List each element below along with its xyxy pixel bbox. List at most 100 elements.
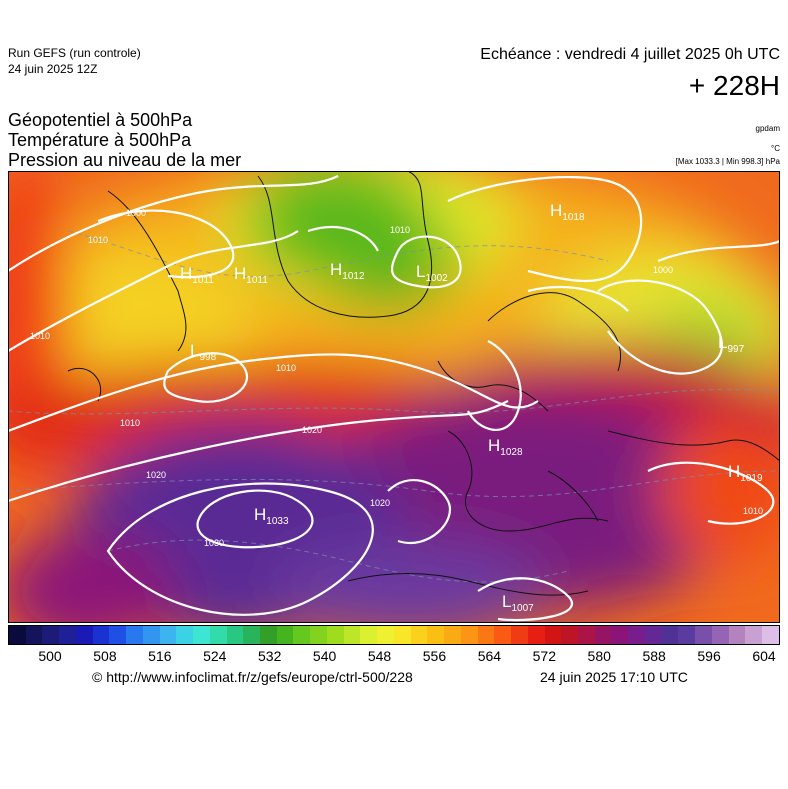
color-scale-swatch bbox=[661, 626, 679, 644]
color-scale-swatch bbox=[75, 626, 93, 644]
title-geopotential: Géopotentiel à 500hPa bbox=[8, 110, 193, 130]
high-pressure-center: H1011 bbox=[180, 264, 214, 286]
high-pressure-center: H1033 bbox=[254, 505, 289, 527]
isobar-label: 1010 bbox=[88, 235, 108, 245]
color-scale-swatch bbox=[393, 626, 411, 644]
color-scale-tick: 548 bbox=[367, 648, 392, 664]
color-scale-tick: 500 bbox=[38, 648, 62, 664]
color-scale-swatch bbox=[126, 626, 143, 644]
run-date: 24 juin 2025 12Z bbox=[8, 62, 98, 76]
isobar-label: 1020 bbox=[146, 470, 166, 480]
weather-map: 1000 1010 1010 1010 1010 1010 1020 1020 … bbox=[8, 171, 780, 623]
color-scale-swatch bbox=[611, 626, 629, 644]
color-scale-swatch bbox=[628, 626, 645, 644]
unit-gpdam: gpdam bbox=[755, 124, 780, 133]
title-temperature: Température à 500hPa bbox=[8, 130, 192, 150]
color-scale-swatch bbox=[9, 626, 26, 644]
color-scale-swatch bbox=[176, 626, 194, 644]
color-scale-swatch bbox=[25, 626, 43, 644]
color-scale-swatch bbox=[594, 626, 612, 644]
pressure-centers: H1018 H1011 H1011 H1012 L1002 L998 L997 … bbox=[180, 201, 763, 614]
lead-time: + 228H bbox=[688, 70, 780, 101]
coastlines bbox=[67, 171, 780, 596]
isobars bbox=[8, 175, 780, 622]
color-scale-swatch bbox=[695, 626, 712, 644]
color-scale-swatch bbox=[561, 626, 578, 644]
low-pressure-center: L1002 bbox=[416, 262, 448, 284]
high-pressure-center: H1018 bbox=[550, 201, 585, 223]
color-scale-tick: 516 bbox=[148, 648, 172, 664]
color-scale-tick: 564 bbox=[477, 648, 502, 664]
color-scale-swatch bbox=[209, 626, 227, 644]
low-pressure-center: L997 bbox=[718, 333, 745, 355]
high-pressure-center: H1011 bbox=[234, 264, 268, 286]
color-scale-tick: 556 bbox=[422, 648, 447, 664]
color-scale-swatch bbox=[728, 626, 746, 644]
color-scale-swatch bbox=[511, 626, 528, 644]
isobar-label: 1020 bbox=[370, 498, 390, 508]
color-scale bbox=[8, 625, 780, 645]
color-scale-swatch bbox=[326, 626, 344, 644]
color-scale-swatch bbox=[293, 626, 311, 644]
title-pressure: Pression au niveau de la mer bbox=[8, 150, 242, 170]
color-scale-ticks: 500 508 516 524 532 540 548 556 564 572 580 588 596 6… bbox=[8, 648, 780, 666]
high-pressure-center: H1012 bbox=[330, 260, 365, 282]
color-scale-swatch bbox=[243, 626, 261, 644]
generation-date: 24 juin 2025 17:10 UTC bbox=[540, 669, 688, 685]
color-scale-swatch bbox=[343, 626, 361, 644]
color-scale-swatch bbox=[477, 626, 495, 644]
color-scale-tick: 508 bbox=[93, 648, 117, 664]
color-scale-swatch bbox=[644, 626, 662, 644]
high-pressure-center: H1019 bbox=[728, 462, 763, 484]
color-scale-swatch bbox=[226, 626, 244, 644]
color-scale-swatch bbox=[92, 626, 110, 644]
color-scale-swatch bbox=[377, 626, 394, 644]
color-scale-swatch bbox=[109, 626, 127, 644]
isobar-labels: 1000 1010 1010 1010 1010 1010 1020 1020 … bbox=[30, 208, 763, 548]
color-scale-swatch bbox=[142, 626, 160, 644]
color-scale-swatch bbox=[711, 626, 729, 644]
isobar-label: 1010 bbox=[390, 225, 410, 235]
unit-celsius: °C bbox=[771, 144, 780, 153]
temperature-isotherms bbox=[8, 230, 780, 583]
color-scale-tick: 572 bbox=[532, 648, 556, 664]
color-scale-swatch bbox=[159, 626, 177, 644]
color-scale-tick: 580 bbox=[587, 648, 611, 664]
color-scale-tick: 524 bbox=[203, 648, 227, 664]
isobar-label: 1000 bbox=[126, 208, 146, 218]
color-scale-swatch bbox=[460, 626, 478, 644]
color-scale-tick: 588 bbox=[642, 648, 666, 664]
color-scale-swatch bbox=[527, 626, 545, 644]
isobar-label: 1030 bbox=[204, 538, 224, 548]
color-scale-swatch bbox=[577, 626, 595, 644]
color-scale-swatch bbox=[360, 626, 378, 644]
color-scale-swatch bbox=[310, 626, 327, 644]
color-scale-swatch bbox=[678, 626, 696, 644]
color-scale-tick: 532 bbox=[258, 648, 282, 664]
color-scale-swatch bbox=[276, 626, 294, 644]
isobar-label: 1000 bbox=[653, 265, 673, 275]
isobar-label: 1010 bbox=[276, 363, 296, 373]
color-scale-swatch bbox=[193, 626, 210, 644]
color-scale-tick: 604 bbox=[752, 648, 776, 664]
color-scale-swatch bbox=[427, 626, 445, 644]
color-scale-swatch bbox=[410, 626, 428, 644]
isobar-label: 1010 bbox=[743, 506, 763, 516]
high-pressure-center: H1028 bbox=[488, 436, 523, 458]
isobar-label: 1010 bbox=[30, 331, 50, 341]
color-scale-swatch bbox=[494, 626, 512, 644]
color-scale-tick: 540 bbox=[312, 648, 337, 664]
isobar-label: 1010 bbox=[120, 418, 140, 428]
color-scale-tick: 596 bbox=[697, 648, 721, 664]
pressure-range: [Max 1033.3 | Min 998.3] hPa bbox=[675, 157, 780, 166]
low-pressure-center: L998 bbox=[190, 341, 217, 363]
color-scale-swatch bbox=[444, 626, 461, 644]
color-scale-swatch bbox=[59, 626, 76, 644]
run-label: Run GEFS (run controle) bbox=[8, 46, 141, 60]
color-scale-swatch bbox=[260, 626, 277, 644]
temperature-field bbox=[8, 171, 780, 623]
color-scale-swatch bbox=[42, 626, 60, 644]
source-url: © http://www.infoclimat.fr/z/gefs/europe… bbox=[92, 669, 413, 685]
forecast-valid-time: Echéance : vendredi 4 juillet 2025 0h UT… bbox=[480, 46, 780, 63]
color-scale-swatch bbox=[745, 626, 763, 644]
